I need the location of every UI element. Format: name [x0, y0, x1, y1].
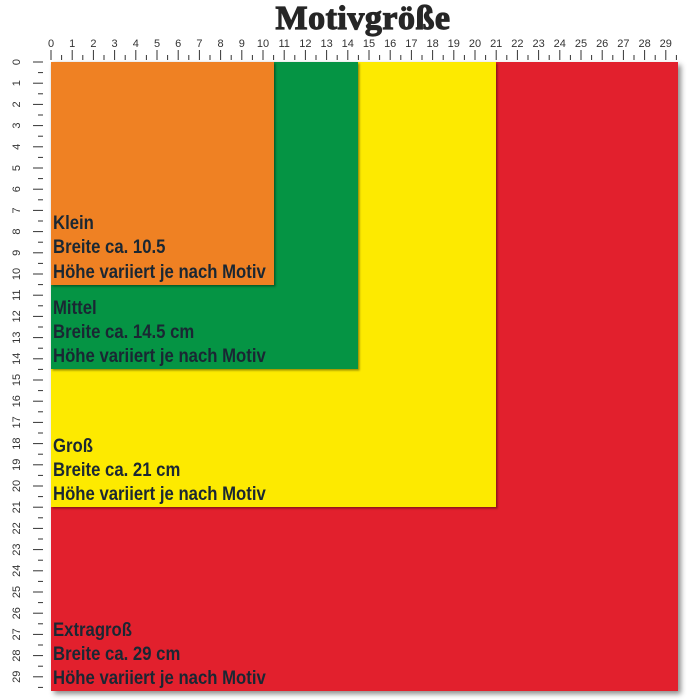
svg-text:4: 4	[11, 144, 23, 150]
svg-text:5: 5	[11, 165, 23, 171]
svg-text:7: 7	[196, 38, 202, 50]
svg-text:12: 12	[11, 310, 23, 322]
svg-text:6: 6	[11, 186, 23, 192]
svg-text:12: 12	[299, 38, 311, 50]
svg-text:28: 28	[11, 649, 23, 661]
svg-text:2: 2	[11, 101, 23, 107]
svg-text:17: 17	[11, 416, 23, 428]
svg-text:22: 22	[11, 522, 23, 534]
svg-text:27: 27	[11, 628, 23, 640]
svg-text:25: 25	[575, 38, 587, 50]
svg-text:11: 11	[11, 289, 23, 300]
svg-text:13: 13	[320, 38, 332, 50]
svg-text:18: 18	[11, 437, 23, 449]
svg-text:16: 16	[11, 395, 23, 407]
svg-text:23: 23	[532, 38, 544, 50]
svg-text:15: 15	[363, 38, 375, 50]
svg-text:4: 4	[133, 38, 139, 50]
svg-text:3: 3	[11, 123, 23, 129]
svg-text:20: 20	[11, 480, 23, 492]
svg-text:3: 3	[112, 38, 118, 50]
svg-text:8: 8	[11, 229, 23, 235]
svg-text:1: 1	[69, 38, 75, 50]
svg-text:10: 10	[11, 268, 23, 280]
svg-text:0: 0	[11, 59, 23, 65]
svg-text:26: 26	[11, 607, 23, 619]
svg-text:22: 22	[511, 38, 523, 50]
svg-text:9: 9	[239, 38, 245, 50]
svg-text:1: 1	[11, 80, 23, 86]
svg-text:29: 29	[660, 38, 672, 50]
svg-text:23: 23	[11, 543, 23, 555]
svg-text:13: 13	[11, 331, 23, 343]
svg-text:7: 7	[11, 207, 23, 213]
svg-text:16: 16	[384, 38, 396, 50]
svg-text:24: 24	[554, 38, 566, 50]
svg-text:28: 28	[638, 38, 650, 50]
svg-text:10: 10	[257, 38, 269, 50]
svg-text:25: 25	[11, 586, 23, 598]
svg-text:17: 17	[405, 38, 417, 50]
svg-text:11: 11	[278, 38, 289, 50]
svg-text:19: 19	[11, 459, 23, 471]
svg-text:0: 0	[48, 38, 54, 50]
svg-text:27: 27	[617, 38, 629, 50]
svg-text:21: 21	[11, 501, 23, 513]
svg-text:18: 18	[426, 38, 438, 50]
svg-text:8: 8	[218, 38, 224, 50]
svg-text:26: 26	[596, 38, 608, 50]
svg-text:9: 9	[11, 250, 23, 256]
svg-text:29: 29	[11, 671, 23, 683]
svg-text:19: 19	[448, 38, 460, 50]
svg-text:15: 15	[11, 374, 23, 386]
svg-text:24: 24	[11, 565, 23, 577]
svg-text:14: 14	[11, 353, 23, 365]
svg-text:6: 6	[175, 38, 181, 50]
svg-text:14: 14	[342, 38, 354, 50]
svg-text:21: 21	[490, 38, 502, 50]
svg-text:20: 20	[469, 38, 481, 50]
svg-text:2: 2	[90, 38, 96, 50]
svg-text:5: 5	[154, 38, 160, 50]
